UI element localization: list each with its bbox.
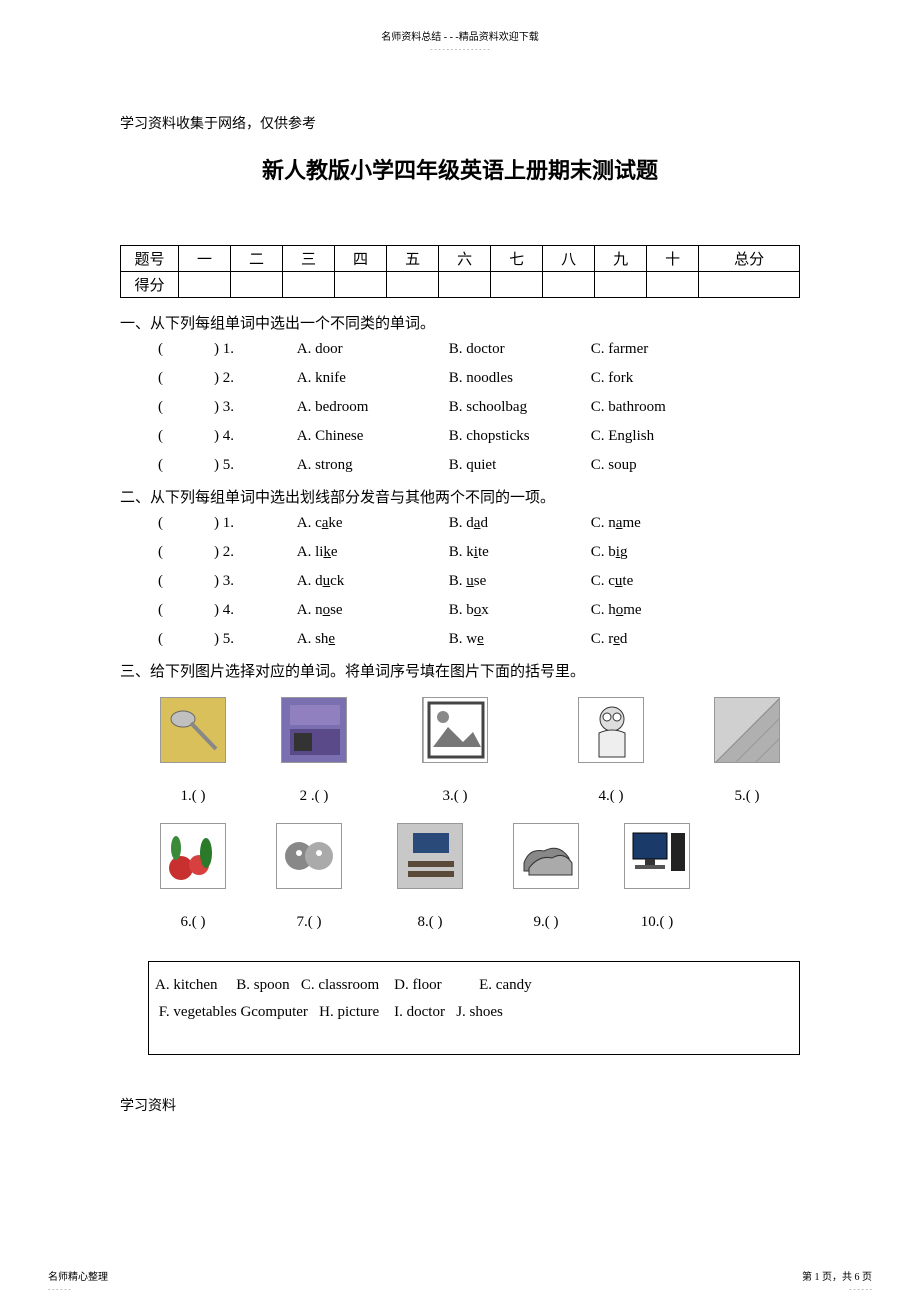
worksheet-image	[160, 823, 226, 889]
image-cell: 5.( )	[714, 697, 780, 805]
page-header: 名师资料总结 - - -精品资料欢迎下载	[0, 0, 920, 43]
score-cell: 五	[387, 246, 439, 272]
worksheet-image	[276, 823, 342, 889]
question-line: () 4.A. ChineseB. chopsticksC. English	[158, 428, 800, 445]
footer-sub-left: - - - - - -	[48, 1285, 71, 1293]
image-cell: 7.( )	[276, 823, 342, 931]
score-cell	[179, 272, 231, 298]
section-1-heading: 一、从下列每组单词中选出一个不同类的单词。	[120, 312, 800, 333]
answer-line-1: A. kitchen B. spoon C. classroom D. floo…	[155, 972, 793, 999]
section-3-heading: 三、给下列图片选择对应的单词。将单词序号填在图片下面的括号里。	[120, 660, 800, 681]
image-cell: 6.( )	[160, 823, 226, 931]
score-cell	[387, 272, 439, 298]
question-line: () 5.A. sheB. weC. red	[158, 631, 800, 648]
question-line: () 5.A. strongB. quietC. soup	[158, 457, 800, 474]
score-cell: 十	[647, 246, 699, 272]
worksheet-image	[578, 697, 644, 763]
image-cell: 1.( )	[160, 697, 226, 805]
image-label: 2 .( )	[300, 788, 329, 805]
image-cell: 9.( )	[513, 823, 579, 931]
score-cell	[283, 272, 335, 298]
main-content: 学习资料收集于网络，仅供参考 新人教版小学四年级英语上册期末测试题 题号 一 二…	[0, 53, 920, 1115]
image-row-2: 6.( ) 7.( ) 8.( ) 9.( ) 10.( )	[160, 823, 800, 931]
image-label: 7.( )	[297, 914, 322, 931]
score-cell	[595, 272, 647, 298]
question-line: () 1.A. cakeB. dadC. name	[158, 515, 800, 532]
image-label: 6.( )	[181, 914, 206, 931]
score-cell: 得分	[121, 272, 179, 298]
score-cell	[543, 272, 595, 298]
score-table: 题号 一 二 三 四 五 六 七 八 九 十 总分 得分	[120, 245, 800, 298]
image-cell: 3.( )	[422, 697, 488, 805]
score-cell: 二	[231, 246, 283, 272]
image-cell: 8.( )	[397, 823, 463, 931]
score-cell	[231, 272, 283, 298]
question-line: () 4.A. noseB. boxC. home	[158, 602, 800, 619]
question-line: () 3.A. duckB. useC. cute	[158, 573, 800, 590]
section-2-heading: 二、从下列每组单词中选出划线部分发音与其他两个不同的一项。	[120, 486, 800, 507]
question-line: () 2.A. knifeB. noodlesC. fork	[158, 370, 800, 387]
image-cell: 10.( )	[624, 823, 690, 931]
score-cell: 一	[179, 246, 231, 272]
bottom-note: 学习资料	[120, 1095, 800, 1115]
score-value-row: 得分	[121, 272, 800, 298]
score-cell: 四	[335, 246, 387, 272]
source-note: 学习资料收集于网络，仅供参考	[120, 113, 800, 133]
image-label: 5.( )	[735, 788, 760, 805]
score-header-row: 题号 一 二 三 四 五 六 七 八 九 十 总分	[121, 246, 800, 272]
score-cell: 八	[543, 246, 595, 272]
image-label: 9.( )	[534, 914, 559, 931]
score-cell: 总分	[699, 246, 800, 272]
worksheet-image	[714, 697, 780, 763]
score-cell	[335, 272, 387, 298]
score-cell	[439, 272, 491, 298]
image-cell: 2 .( )	[281, 697, 347, 805]
image-cell: 4.( )	[578, 697, 644, 805]
worksheet-image	[397, 823, 463, 889]
worksheet-image	[624, 823, 690, 889]
image-label: 3.( )	[443, 788, 468, 805]
worksheet-image	[281, 697, 347, 763]
worksheet-image	[513, 823, 579, 889]
question-line: () 1.A. doorB. doctorC. farmer	[158, 341, 800, 358]
worksheet-image	[160, 697, 226, 763]
score-cell: 题号	[121, 246, 179, 272]
image-label: 1.( )	[181, 788, 206, 805]
score-cell: 九	[595, 246, 647, 272]
score-cell: 三	[283, 246, 335, 272]
score-cell	[699, 272, 800, 298]
question-line: () 2.A. likeB. kiteC. big	[158, 544, 800, 561]
worksheet-image	[422, 697, 488, 763]
image-label: 4.( )	[599, 788, 624, 805]
page-header-sub: - - - - - - - - - - - - - - -	[0, 45, 920, 53]
question-line: () 3.A. bedroomB. schoolbagC. bathroom	[158, 399, 800, 416]
score-cell	[647, 272, 699, 298]
answer-options-box: A. kitchen B. spoon C. classroom D. floo…	[148, 961, 800, 1055]
footer-sub-right: - - - - - -	[849, 1285, 872, 1293]
score-cell	[491, 272, 543, 298]
footer-right: 第 1 页，共 6 页	[802, 1268, 872, 1283]
document-title: 新人教版小学四年级英语上册期末测试题	[120, 153, 800, 185]
image-label: 10.( )	[641, 914, 674, 931]
footer-left: 名师精心整理	[48, 1268, 108, 1283]
score-cell: 七	[491, 246, 543, 272]
score-cell: 六	[439, 246, 491, 272]
answer-line-2: F. vegetables Gcomputer H. picture I. do…	[155, 999, 793, 1026]
image-label: 8.( )	[418, 914, 443, 931]
image-row-1: 1.( ) 2 .( ) 3.( ) 4.( ) 5.( )	[160, 697, 800, 805]
